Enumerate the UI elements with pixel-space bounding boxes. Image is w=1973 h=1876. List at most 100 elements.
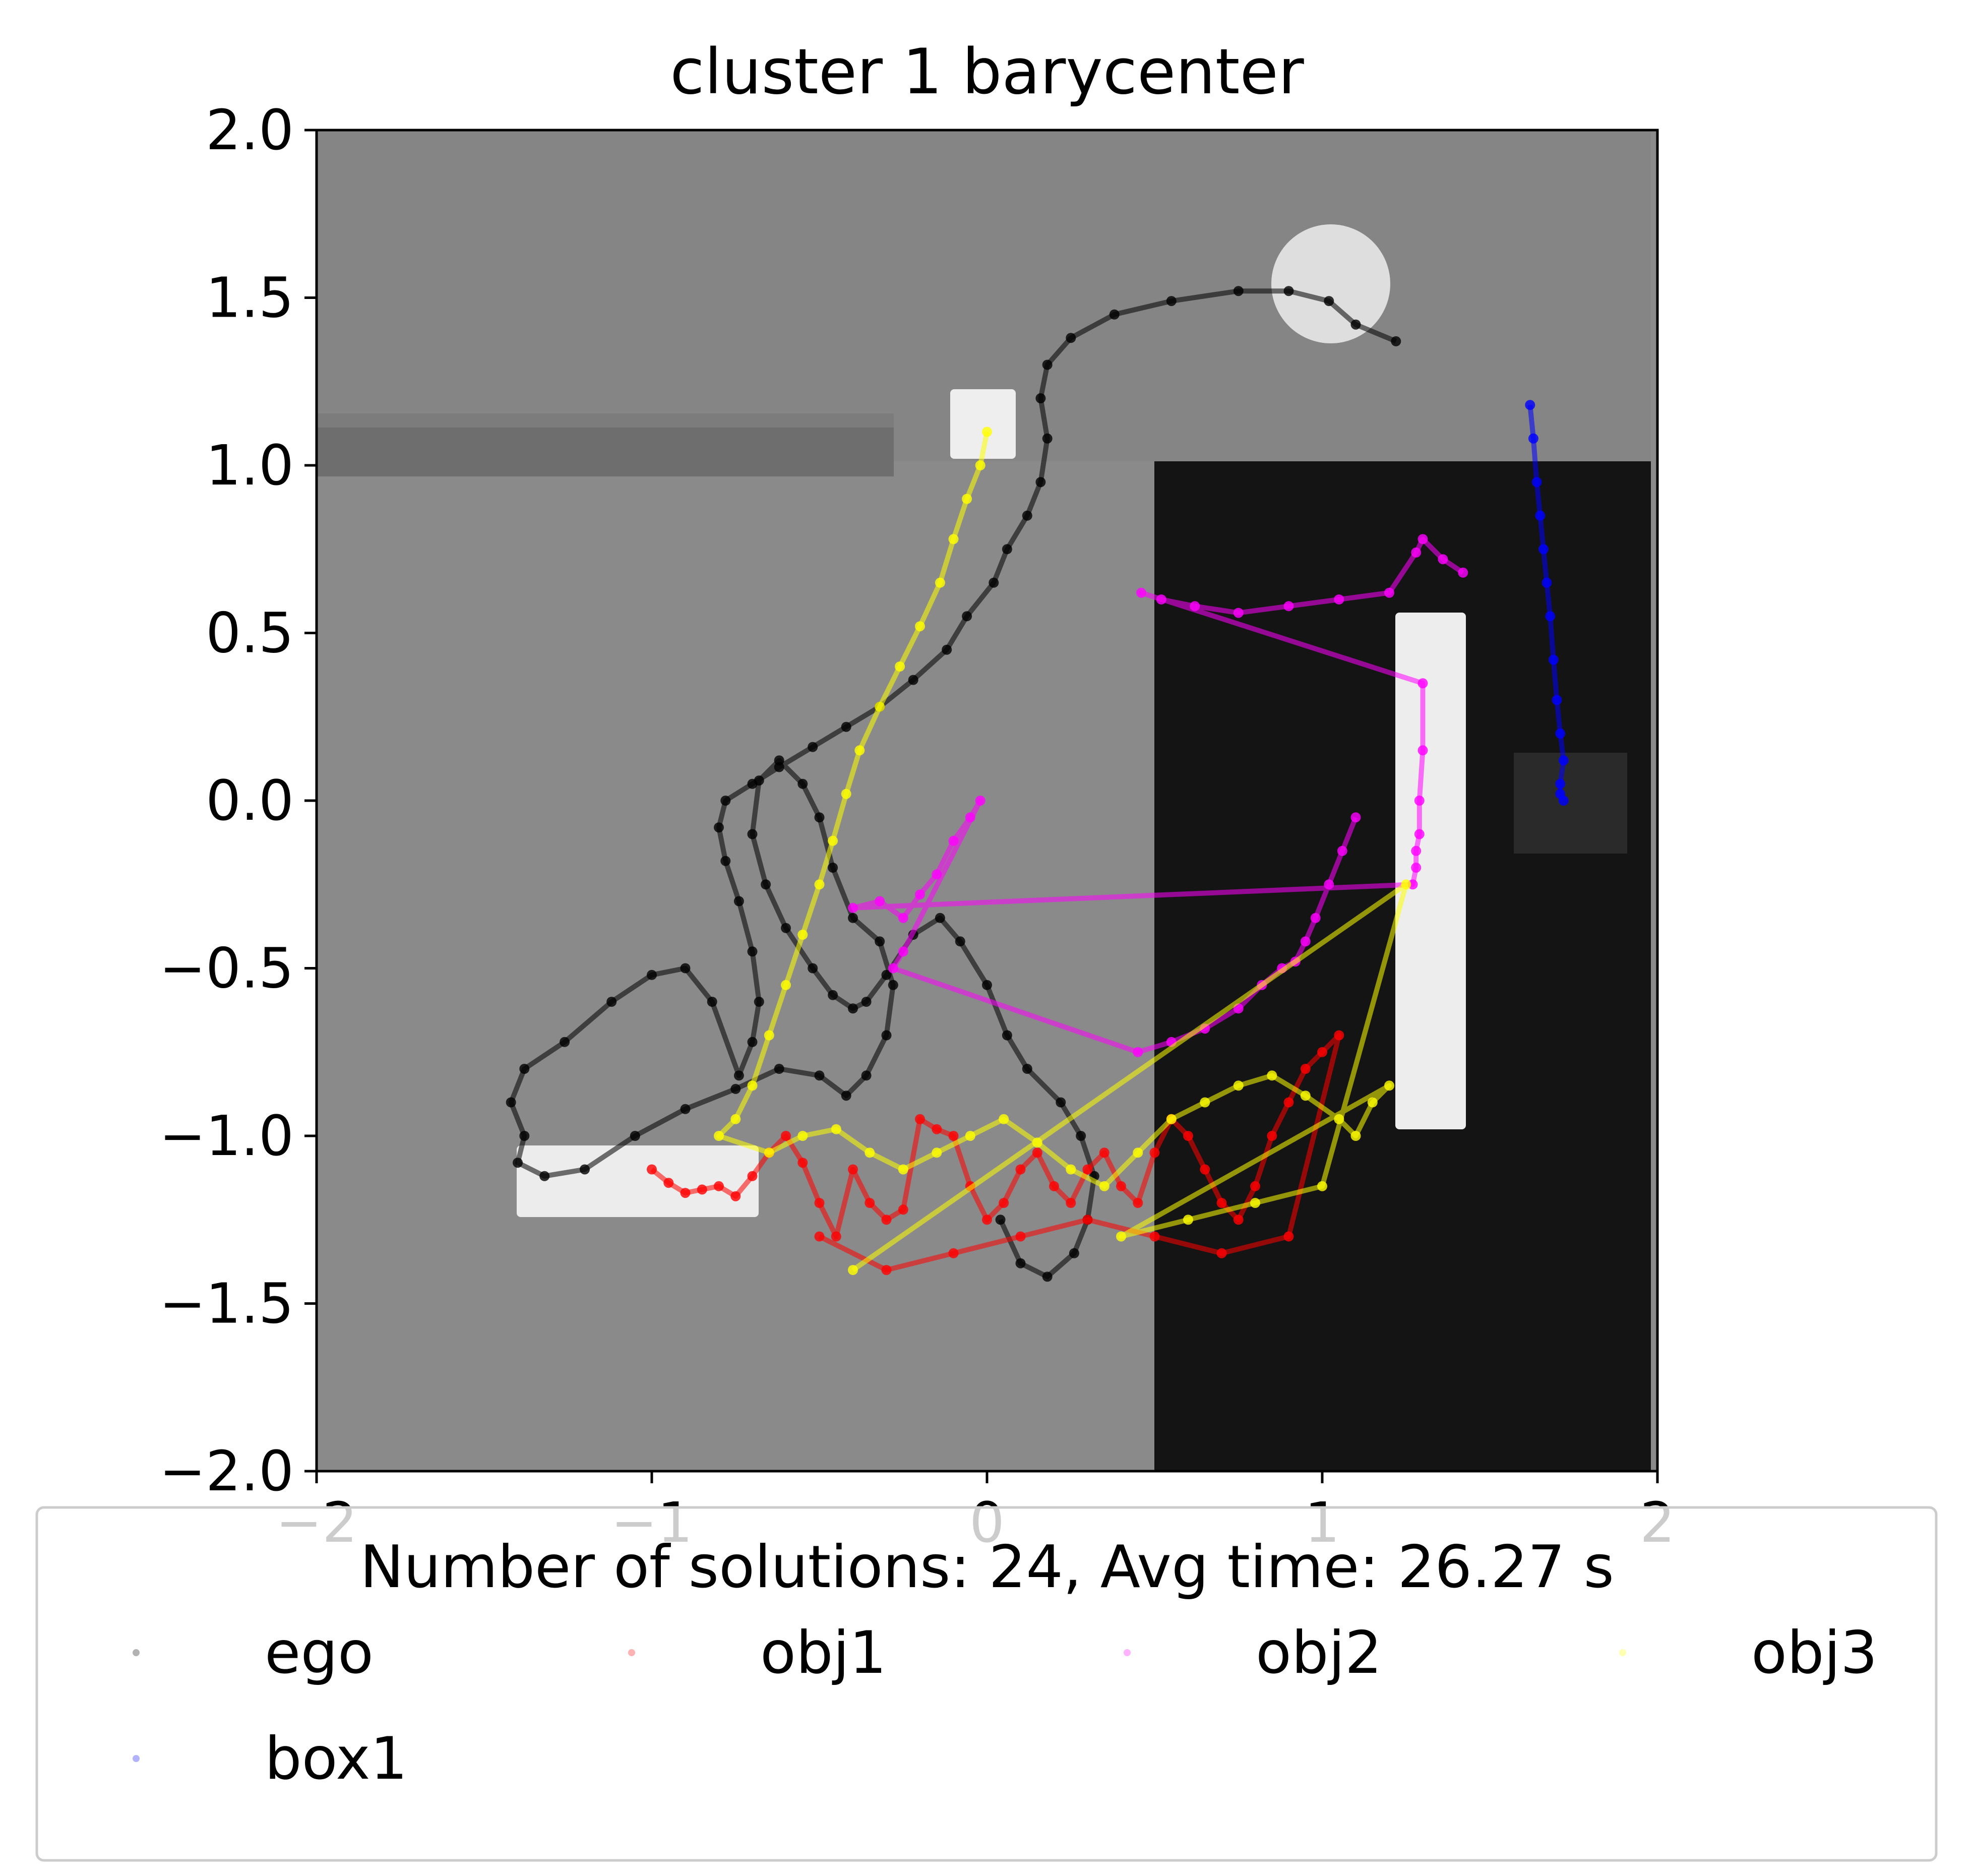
obj3-point: [1334, 1114, 1344, 1124]
ego-point: [519, 1131, 530, 1141]
ego-point: [955, 936, 965, 947]
obj3-point: [730, 1114, 741, 1124]
obj3-point: [898, 1164, 908, 1175]
obj3-point: [1384, 1080, 1394, 1091]
obj2-point: [965, 812, 975, 823]
ego-point: [962, 611, 972, 622]
box1-point: [1535, 510, 1546, 521]
ego-point: [1056, 1097, 1066, 1108]
ego-point: [982, 980, 992, 990]
obj2-point: [1417, 678, 1428, 689]
ego-point: [848, 913, 858, 923]
obj3-point: [764, 1030, 774, 1041]
ego-point: [841, 1091, 851, 1101]
legend-entry-obj1: obj1: [628, 1619, 887, 1687]
obj3-point: [714, 1131, 724, 1141]
y-tick-label: 0.5: [206, 601, 294, 665]
obj2-point: [1411, 863, 1422, 873]
obj1-point: [948, 1248, 959, 1258]
obj1-point: [932, 1124, 942, 1134]
obj1-point: [848, 1164, 858, 1175]
scene-background: [317, 130, 1657, 1471]
obj3-point: [1133, 1147, 1143, 1158]
obj1-point: [1049, 1181, 1059, 1191]
ego-point: [861, 997, 872, 1007]
ego-point: [875, 936, 885, 947]
ego-point: [1002, 1030, 1012, 1041]
obj1-point: [1300, 1064, 1311, 1074]
ego-point: [1042, 1272, 1053, 1282]
ego-point: [1022, 1064, 1032, 1074]
obj2-point: [1414, 829, 1425, 839]
obj1-point: [1032, 1147, 1042, 1158]
obj3-point: [975, 460, 985, 470]
obj1-point: [915, 1114, 925, 1124]
obj1-point: [1066, 1198, 1076, 1208]
obj1-point: [1183, 1131, 1193, 1141]
obj1-point: [714, 1181, 724, 1191]
ego-point: [606, 997, 617, 1007]
obj1-point: [1216, 1248, 1227, 1258]
ego-point: [848, 1003, 858, 1014]
obj2-point: [898, 946, 908, 957]
legend-marker-obj2: [1124, 1649, 1131, 1656]
obj3-point: [895, 661, 905, 672]
obj2-point: [888, 963, 898, 974]
obj1-point: [814, 1198, 825, 1208]
legend-entry-ego: ego: [133, 1619, 374, 1687]
ego-point: [680, 963, 691, 974]
obj3-point: [781, 980, 791, 990]
ego-point: [754, 997, 764, 1007]
legend-marker-ego: [133, 1649, 140, 1656]
obj3-point: [1099, 1181, 1109, 1191]
ego-point: [1391, 336, 1401, 346]
ego-point: [774, 755, 784, 766]
obj1-point: [680, 1188, 691, 1198]
obj3-point: [948, 534, 959, 544]
ego-point: [747, 829, 758, 839]
obj1-point: [881, 1215, 892, 1225]
series-box1: [1525, 400, 1569, 806]
obj2-point: [1384, 587, 1394, 598]
obj1-point: [814, 1231, 825, 1242]
obj2-point: [932, 869, 942, 880]
obj1-point: [1233, 1215, 1244, 1225]
ego-point: [1076, 1131, 1086, 1141]
obj2-point: [1324, 879, 1334, 890]
obj3-point: [841, 789, 851, 799]
box1-point: [1538, 544, 1549, 555]
box1-point: [1528, 433, 1538, 444]
obj2-point: [1283, 601, 1294, 612]
obj1-point: [831, 1231, 841, 1242]
ego-point: [720, 856, 731, 866]
ego-point: [1069, 1248, 1079, 1258]
obj2-point: [1350, 812, 1361, 823]
ego-point: [828, 990, 838, 1000]
dark-box: [1514, 753, 1627, 854]
ego-point: [797, 778, 808, 789]
obj3-point: [962, 494, 972, 504]
obj3-point: [797, 930, 808, 940]
round-pad: [1271, 224, 1390, 343]
ego-point: [888, 980, 898, 990]
obj1-point: [730, 1191, 741, 1201]
ego-point: [942, 644, 952, 655]
ego-point: [1042, 433, 1053, 444]
ego-point: [808, 963, 818, 974]
obj1-point: [948, 1131, 959, 1141]
obj2-point: [1136, 587, 1146, 598]
ego-point: [814, 1070, 825, 1081]
ego-point: [1066, 333, 1076, 343]
obj3-point: [1183, 1215, 1193, 1225]
box1-point: [1545, 611, 1556, 622]
obj1-point: [1149, 1231, 1160, 1242]
y-tick-label: 1.5: [206, 266, 294, 330]
ego-point: [707, 997, 717, 1007]
box1-point: [1542, 577, 1552, 588]
y-tick-label: 1.0: [206, 433, 294, 498]
series-obj3: [714, 427, 1411, 1275]
ego-point: [733, 896, 744, 906]
ego-point: [720, 796, 731, 806]
box1-point: [1548, 654, 1559, 665]
